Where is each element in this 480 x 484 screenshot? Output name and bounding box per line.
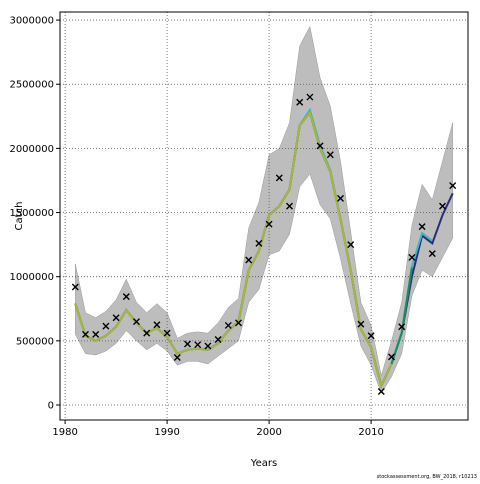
observed-point — [82, 330, 89, 338]
y-tick-label: 2000000 — [9, 144, 54, 155]
observed-point — [173, 354, 181, 362]
observed-point — [214, 336, 222, 344]
observed-point — [408, 253, 416, 261]
observed-point — [92, 330, 100, 338]
observed-point — [357, 320, 365, 328]
observed-point — [428, 250, 436, 258]
x-tick-label: 1980 — [52, 427, 77, 438]
observed-point — [275, 174, 283, 182]
observed-point — [449, 182, 457, 190]
observed-point — [184, 340, 191, 348]
observed-point — [224, 321, 232, 329]
observed-point — [418, 223, 426, 231]
observed-point — [112, 314, 120, 322]
observed-point — [235, 319, 242, 327]
observed-point — [153, 321, 161, 329]
y-axis-label: Catch — [14, 202, 25, 231]
observed-point — [337, 194, 344, 202]
observed-point — [255, 239, 263, 247]
y-tick-label: 2500000 — [9, 80, 54, 91]
y-tick-label: 500000 — [16, 336, 54, 347]
observed-point — [163, 329, 171, 337]
observed-point — [306, 93, 314, 101]
plot-frame — [59, 11, 469, 421]
observed-point — [71, 283, 79, 291]
footer: stockassessment.org, BW_2018, r10213 — [377, 474, 477, 480]
observed-point — [439, 202, 446, 210]
observed-point — [102, 322, 110, 330]
observed-point — [194, 341, 202, 349]
observed-point — [143, 329, 151, 337]
y-tick-label: 1000000 — [9, 272, 54, 283]
observed-point — [133, 318, 140, 326]
y-tick-label: 0 — [48, 400, 54, 411]
x-tick-label: 2000 — [256, 427, 281, 438]
observed-point — [316, 142, 324, 150]
y-tick-label: 3000000 — [9, 16, 54, 27]
estimate-line — [74, 110, 393, 389]
observed-point — [204, 342, 212, 350]
x-tick-label: 1990 — [154, 427, 179, 438]
observed-point — [296, 98, 304, 106]
confidence-band — [75, 25, 453, 395]
observed-point — [122, 293, 130, 301]
observed-point — [245, 256, 253, 264]
y-tick-label: 1500000 — [9, 208, 54, 219]
observed-point — [367, 332, 375, 340]
x-axis-label: Years — [250, 458, 277, 469]
observed-point — [347, 241, 355, 249]
observed-point — [388, 353, 395, 361]
observed-point — [265, 220, 273, 228]
observed-point — [398, 323, 406, 331]
x-tick-label: 2010 — [358, 427, 383, 438]
observed-point — [286, 202, 293, 210]
observed-point — [326, 151, 334, 159]
observed-point — [377, 388, 385, 396]
